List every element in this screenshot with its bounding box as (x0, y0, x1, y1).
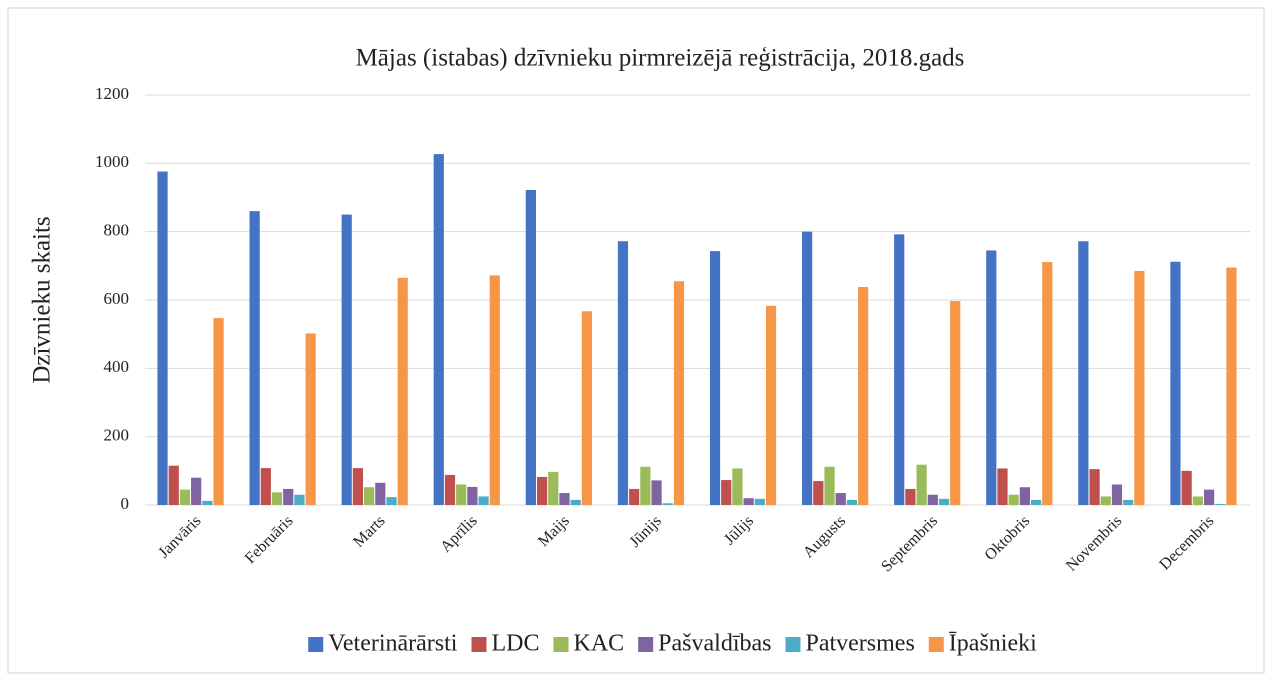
bar (802, 231, 813, 505)
y-tick-label: 0 (121, 494, 130, 513)
bar (375, 482, 386, 505)
bar (536, 476, 548, 505)
bar (1089, 469, 1100, 505)
bar (202, 500, 213, 505)
bar (433, 154, 444, 505)
legend-swatch (928, 637, 944, 652)
bar (456, 484, 467, 505)
bar (835, 493, 846, 505)
bar (813, 481, 824, 505)
bar (548, 471, 559, 505)
legend-label: Pašvaldības (658, 631, 771, 657)
bar (858, 287, 869, 505)
bar (765, 305, 777, 505)
bar (709, 251, 721, 505)
bar (927, 494, 938, 505)
bar (271, 492, 283, 505)
bar (157, 171, 168, 506)
bar (341, 214, 352, 506)
legend-swatch (638, 637, 654, 652)
bar (1100, 496, 1111, 505)
legend-swatch (785, 637, 801, 652)
legend-swatch (553, 637, 569, 652)
bar (467, 486, 478, 505)
bar (559, 493, 570, 505)
bar (938, 498, 950, 505)
bar (617, 241, 629, 505)
bar (1111, 484, 1123, 505)
y-tick-label: 200 (104, 426, 130, 445)
y-tick-label: 1000 (95, 152, 129, 171)
bar (894, 234, 905, 505)
bar (570, 499, 581, 505)
bar (525, 189, 536, 505)
bar (732, 468, 743, 505)
legend-label: LDC (491, 631, 539, 657)
bar (950, 301, 961, 505)
bar (1192, 496, 1203, 505)
bar (364, 487, 375, 505)
bar (846, 499, 858, 505)
bar (721, 480, 732, 505)
bar (1042, 262, 1053, 505)
bar (168, 465, 179, 505)
bar (386, 497, 397, 505)
bar (191, 477, 202, 505)
bar (1123, 499, 1134, 505)
bar (249, 211, 260, 505)
bar (294, 494, 305, 505)
bar (489, 275, 500, 505)
bar (1215, 503, 1226, 505)
bar (1019, 487, 1030, 505)
bar (581, 311, 592, 505)
bar (651, 480, 662, 505)
bar (179, 489, 191, 505)
bar (629, 488, 640, 505)
y-tick-label: 800 (104, 221, 130, 240)
y-axis-label: Dzīvnieku skaits (29, 216, 56, 383)
bar (824, 466, 835, 505)
bar (673, 281, 685, 505)
bar (986, 250, 997, 505)
bar (1203, 489, 1215, 505)
bar (1078, 241, 1089, 505)
bar (1181, 470, 1192, 505)
bar (1008, 494, 1019, 505)
y-tick-label: 400 (104, 357, 130, 376)
bar (640, 466, 651, 505)
chart-title: Mājas (istabas) dzīvnieku pirmreizējā re… (356, 45, 965, 72)
bar (1030, 499, 1042, 505)
bar (397, 277, 408, 505)
bar (1226, 267, 1237, 505)
bar (743, 498, 754, 505)
y-tick-label: 600 (104, 289, 130, 308)
bar (1170, 261, 1181, 505)
legend-swatch (308, 637, 324, 652)
bar (478, 496, 489, 505)
bar (260, 468, 271, 505)
legend-label: KAC (573, 631, 624, 657)
bar (283, 488, 294, 505)
bar (213, 318, 224, 505)
bar (352, 468, 364, 505)
bar (444, 474, 456, 505)
bar (905, 488, 916, 505)
y-tick-label: 1200 (95, 84, 129, 103)
bar (754, 498, 765, 505)
bar (662, 503, 673, 505)
legend-label: Patversmes (805, 631, 914, 657)
bar (305, 333, 316, 505)
bar (916, 464, 927, 505)
legend-label: Īpašnieki (949, 631, 1037, 657)
legend-swatch (471, 637, 487, 652)
bar (1134, 270, 1145, 505)
legend-label: Veterinārārsti (328, 631, 458, 657)
bar (997, 468, 1008, 505)
